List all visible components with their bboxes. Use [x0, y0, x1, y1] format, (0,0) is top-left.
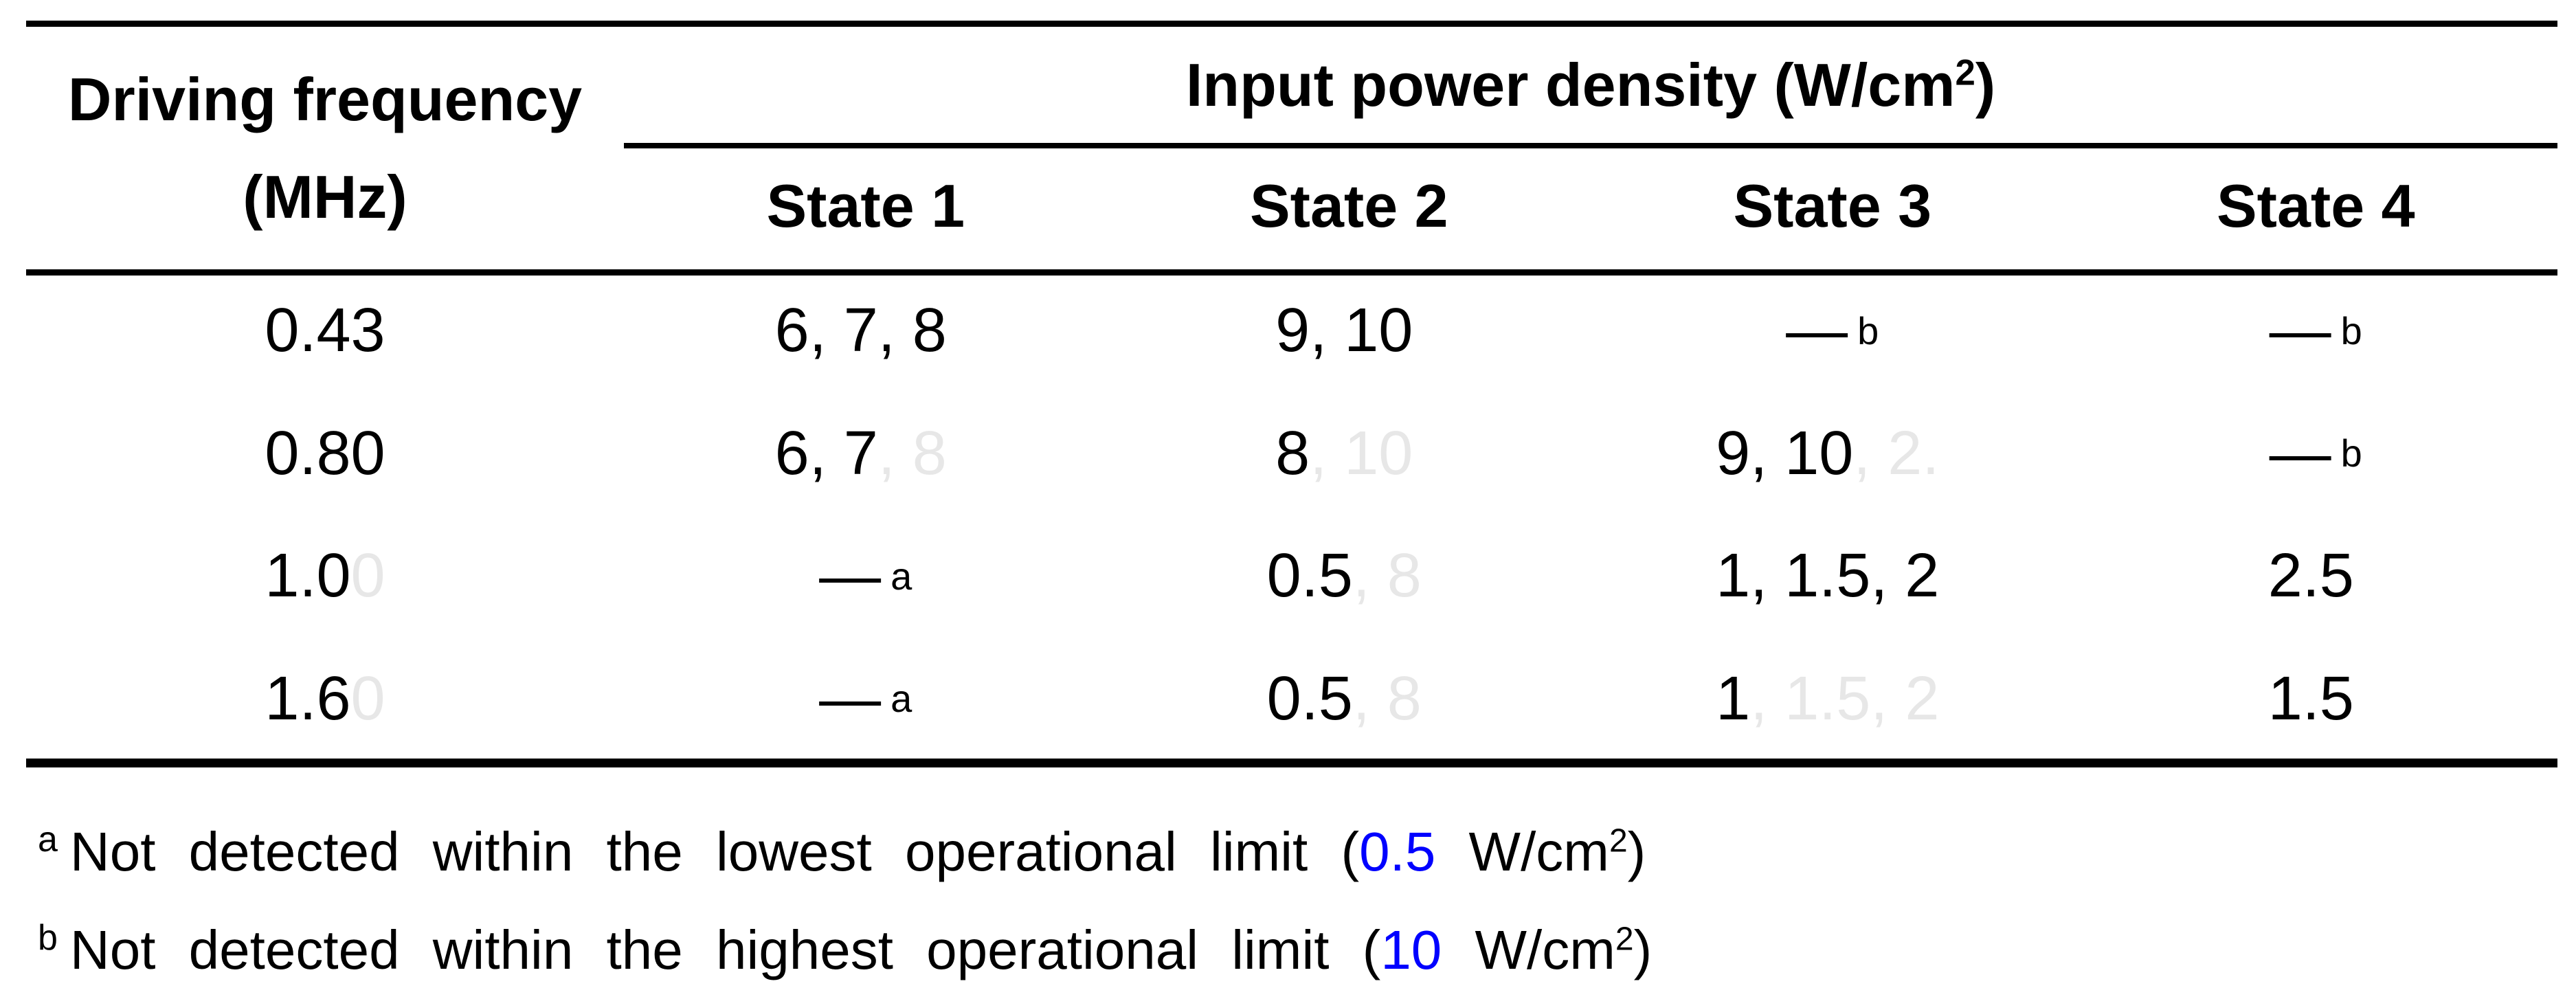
cell-row3-state4: 2.5 — [2074, 515, 2558, 638]
results-table: Driving frequency (MHz) Input power dens… — [26, 27, 2557, 760]
table-bottom-rule — [26, 759, 2557, 767]
footnote-a-unit: W/cm — [1435, 821, 1609, 882]
column-header-state-1: State 1 — [766, 172, 965, 240]
freq-value: 0.80 — [265, 418, 385, 488]
cell-ghost-value: , 8 — [877, 418, 947, 488]
group-header-superscript: 2 — [1955, 52, 1975, 93]
footnote-a-unit-superscript: 2 — [1609, 822, 1628, 860]
cell-value: 8 — [1275, 418, 1310, 488]
freq-ghost-value: 0 — [350, 664, 385, 733]
cell-row2-state1: 6, 7, 8 — [624, 392, 1108, 515]
cell-value: 2.5 — [2267, 541, 2354, 610]
cell-value: — — [2269, 418, 2331, 488]
freq-value: 0.43 — [265, 296, 385, 365]
cell-row4-state4: 1.5 — [2074, 638, 2558, 760]
cell-row3-state3: 1, 1.5, 2 — [1591, 515, 2074, 638]
cell-row4-state3: 1, 1.5, 2 — [1591, 638, 2074, 760]
group-header-text: Input power density (W/cm2) — [1186, 50, 1995, 120]
group-header-underline — [624, 143, 2557, 148]
cell-value: 0.5 — [1266, 664, 1353, 733]
footnote-b: b Not detected within the highest operati… — [38, 901, 1652, 999]
freq-cell-row2: 0.80 — [26, 392, 624, 515]
footnote-b-limit-value: 10 — [1380, 919, 1442, 980]
footnote-a-close-paren: ) — [1627, 821, 1646, 882]
cell-ghost-value: , 2. — [1853, 418, 1940, 488]
cell-value: 0.5 — [1266, 541, 1353, 610]
cell-row1-state2: 9, 10 — [1108, 269, 1591, 392]
cell-value: 1.5 — [2267, 664, 2354, 733]
cell-row2-state2: 8, 10 — [1108, 392, 1591, 515]
freq-ghost-value: 0 — [350, 541, 385, 610]
cell-value: 6, 7, 8 — [774, 296, 947, 365]
freq-cell-row1: 0.43 — [26, 269, 624, 392]
header-bottom-rule — [26, 269, 2557, 276]
footnote-a: a Not detected within the lowest operatio… — [38, 802, 1652, 901]
freq-value: 1.6 — [265, 664, 351, 733]
cell-row4-state1: — a — [819, 664, 912, 733]
cell-row3-state2: 0.5, 8 — [1108, 515, 1591, 638]
cell-value: — — [819, 664, 882, 733]
cell-ghost-value: , 8 — [1352, 541, 1422, 610]
cell-value: 9, 10 — [1716, 418, 1854, 488]
cell-value: 1 — [1716, 664, 1751, 733]
footnote-b-unit: W/cm — [1442, 919, 1615, 980]
column-header-state-3: State 3 — [1733, 172, 1932, 240]
cell-row1-state1: 6, 7, 8 — [624, 269, 1108, 392]
cell-row4-state2: 0.5, 8 — [1108, 638, 1591, 760]
freq-value: 1.0 — [265, 541, 351, 610]
group-header-input-power-density: Input power density (W/cm2) — [624, 27, 2557, 143]
cell-ghost-value: , 8 — [1352, 664, 1422, 733]
freq-cell-row4: 1.6 0 — [26, 638, 624, 760]
footnote-b-close-paren: ) — [1633, 919, 1653, 980]
group-header-post: ) — [1975, 50, 1996, 119]
cell-row2-state4: — b — [2269, 418, 2362, 488]
driving-frequency-label: Driving frequency — [67, 65, 583, 133]
table-top-rule — [26, 21, 2557, 27]
group-header-pre: Input power density (W/cm — [1185, 50, 1956, 119]
cell-value: — — [819, 541, 882, 610]
driving-frequency-unit: (MHz) — [243, 162, 407, 231]
footnote-a-text: Not detected within the lowest operation… — [69, 821, 1360, 882]
cell-row3-state1: — a — [819, 541, 912, 610]
cell-value: 6, 7 — [774, 418, 878, 488]
cell-row1-state3: — b — [1786, 296, 1879, 365]
cell-value: — — [1786, 296, 1848, 365]
column-header-state-2: State 2 — [1249, 172, 1448, 240]
cell-ghost-value: , 10 — [1310, 418, 1413, 488]
cell-value: 1, 1.5, 2 — [1716, 541, 1940, 610]
footnote-b-unit-superscript: 2 — [1615, 921, 1634, 958]
cell-row2-state3: 9, 10, 2. — [1591, 392, 2074, 515]
footnote-b-marker: b — [38, 918, 58, 958]
footnote-a-limit-value: 0.5 — [1359, 821, 1436, 882]
cell-row1-state4: — b — [2269, 296, 2362, 365]
cell-value: — — [2269, 296, 2331, 365]
column-header-driving-frequency: Driving frequency (MHz) — [26, 27, 624, 269]
freq-cell-row3: 1.0 0 — [26, 515, 624, 638]
cell-value: 9, 10 — [1275, 296, 1413, 365]
footnote-b-text: Not detected within the highest operatio… — [69, 919, 1381, 980]
column-header-state-4: State 4 — [2216, 172, 2415, 240]
table-footnotes: a Not detected within the lowest operatio… — [38, 802, 1652, 999]
footnote-a-marker: a — [38, 820, 58, 860]
cell-ghost-value: , 1.5, 2 — [1750, 664, 1940, 733]
